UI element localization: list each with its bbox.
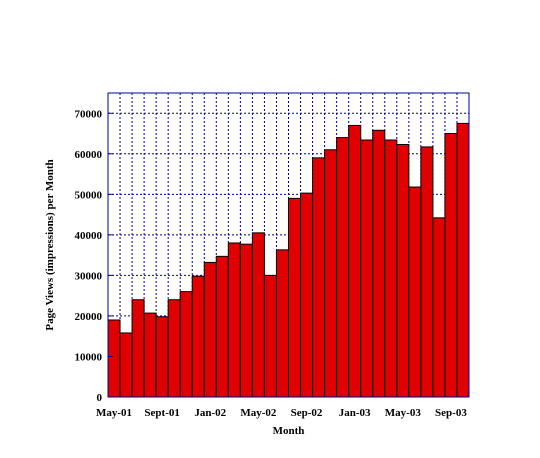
y-tick-label: 40000 bbox=[75, 230, 103, 242]
y-tick-label: 50000 bbox=[75, 189, 103, 201]
x-axis-label: Month bbox=[273, 425, 305, 437]
y-tick-label: 10000 bbox=[75, 351, 103, 363]
x-tick-label: Jan-03 bbox=[339, 407, 371, 419]
bar-Jul-03 bbox=[420, 146, 434, 398]
bar-Jul-02 bbox=[275, 249, 290, 398]
y-tick-label: 30000 bbox=[75, 270, 103, 282]
y-axis-label: Page Views (impressions) per Month bbox=[44, 159, 56, 330]
x-axis-ticks: May-01 Sept-01 Jan-02 May-02 Sep-02 Jan-03 May… bbox=[96, 407, 467, 419]
y-tick-label: 0 bbox=[97, 392, 103, 404]
bar-Mar-02 bbox=[227, 242, 241, 398]
bar-Nov-01 bbox=[179, 291, 193, 398]
plot-frame bbox=[107, 92, 470, 398]
bar-Aug-01 bbox=[143, 312, 157, 398]
bar-Nov-02 bbox=[324, 149, 338, 398]
bar-Jun-02 bbox=[263, 274, 277, 398]
bar-May-01 bbox=[107, 319, 121, 398]
x-tick-label: May-02 bbox=[240, 407, 277, 419]
bar-Sept-01 bbox=[155, 316, 169, 398]
bar-Apr-03 bbox=[384, 139, 398, 398]
bar-Jan-02 bbox=[203, 261, 217, 398]
x-tick-label: May-03 bbox=[385, 407, 422, 419]
bar-May-02 bbox=[251, 232, 265, 398]
x-tick-label: Jan-02 bbox=[194, 407, 226, 419]
bar-Mar-03 bbox=[372, 129, 386, 398]
x-tick-label: Sep-02 bbox=[291, 407, 323, 419]
bar-Sep-03 bbox=[444, 133, 458, 398]
bar-Jan-03 bbox=[348, 124, 362, 398]
bar-Feb-02 bbox=[215, 255, 229, 398]
y-axis-ticks: 0 10000 20000 30000 40000 50000 60000 70000 bbox=[75, 108, 113, 404]
bar-Jun-03 bbox=[408, 186, 422, 398]
bar-Jul-01 bbox=[131, 299, 145, 398]
bar-Dec-02 bbox=[336, 137, 350, 398]
bar-Dec-01 bbox=[191, 275, 205, 398]
y-tick-label: 20000 bbox=[75, 311, 103, 323]
bar-Oct-02 bbox=[312, 157, 326, 398]
bar-Oct-01 bbox=[167, 299, 181, 398]
x-tick-label: Sept-01 bbox=[144, 407, 179, 419]
bar-Sep-02 bbox=[300, 192, 314, 398]
bar-Feb-03 bbox=[360, 139, 374, 398]
bar-Oct-03 bbox=[456, 122, 470, 398]
bar-Aug-02 bbox=[288, 197, 302, 398]
x-tick-label: May-01 bbox=[96, 407, 132, 419]
x-tick-label: Sep-03 bbox=[435, 407, 467, 419]
bar-May-03 bbox=[396, 143, 410, 398]
bars bbox=[107, 122, 470, 398]
bar-Jun-01 bbox=[119, 332, 133, 398]
bar-Apr-02 bbox=[239, 243, 253, 398]
y-tick-label: 60000 bbox=[75, 149, 103, 161]
bar-Aug-03 bbox=[432, 217, 446, 398]
y-tick-label: 70000 bbox=[75, 108, 103, 120]
